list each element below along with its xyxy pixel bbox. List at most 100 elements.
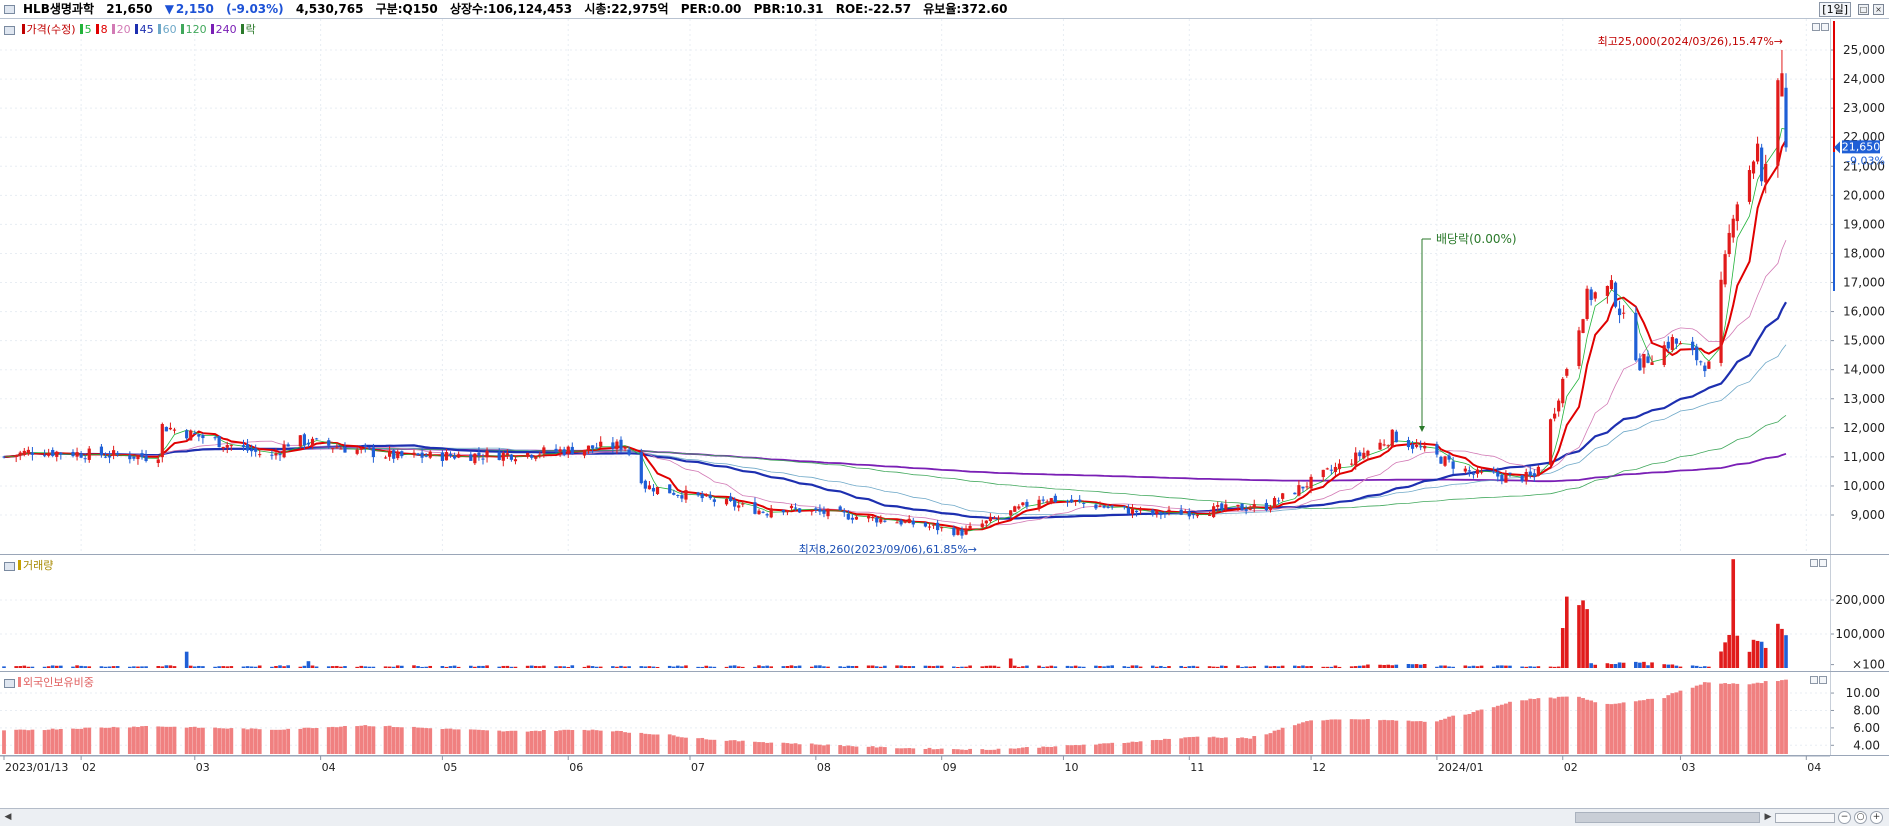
volume-bar [1293, 665, 1297, 668]
foreign-ownership-pane[interactable]: 10.00 8.00 6.00 4.00 외국인보유비중 [0, 672, 1889, 756]
volume-bar [1041, 666, 1045, 668]
volume-pane-buttons[interactable] [1809, 557, 1827, 570]
foreign-ratio-bar [1747, 684, 1752, 754]
candle-body [903, 521, 907, 523]
volume-bar [197, 665, 201, 668]
candle-body [1069, 499, 1074, 503]
period-selector[interactable]: [1일] [1819, 2, 1851, 17]
candle-body [927, 526, 932, 528]
foreign-ratio-bar [192, 726, 197, 754]
candle-body [1276, 500, 1281, 502]
scroll-thumb[interactable] [1575, 812, 1760, 823]
candle-body [258, 454, 262, 456]
zoom-out-icon[interactable]: − [1838, 811, 1851, 824]
volume-bar [136, 666, 140, 668]
candle-body [509, 454, 514, 460]
pane-close-icon[interactable] [1819, 676, 1827, 684]
candle-body [684, 490, 688, 500]
price-pane-buttons[interactable] [1811, 21, 1829, 34]
volume-bar [99, 666, 104, 668]
volume-bar [383, 666, 388, 668]
foreign-ratio-bar [416, 727, 420, 754]
pane-close-icon[interactable] [1821, 23, 1829, 31]
pane-restore-icon[interactable] [1810, 676, 1818, 684]
scroll-right-icon[interactable]: ▶ [1764, 812, 1772, 822]
volume-bar [1703, 666, 1707, 668]
foreign-ratio-bar [1154, 739, 1159, 754]
foreign-ratio-bar [1008, 748, 1013, 754]
foreign-ratio-bar [1025, 747, 1029, 754]
foreign-ratio-bar [245, 729, 250, 754]
foreign-ratio-bar [1646, 698, 1650, 754]
candle-body [1220, 503, 1224, 510]
candle-body [75, 452, 79, 457]
window-menu-icon[interactable] [4, 5, 15, 14]
close-icon[interactable]: × [1873, 4, 1884, 15]
x-axis-label: 12 [1312, 761, 1326, 774]
candle-body [1025, 501, 1029, 507]
candle-body [651, 487, 656, 492]
scroll-left-icon[interactable]: ◀ [4, 812, 12, 822]
foreign-ratio-bar [537, 731, 542, 754]
foreign-ratio-bar [302, 727, 307, 754]
foreign-ratio-bar [1219, 737, 1224, 754]
candle-body [895, 522, 899, 524]
foreign-ratio-bar [927, 747, 932, 754]
volume-bar [1297, 666, 1301, 668]
volume-bar [1565, 596, 1569, 668]
foreign-ratio-bar [1069, 745, 1074, 754]
pane-restore-icon[interactable] [1812, 23, 1820, 31]
foreign-ratio-bar [964, 749, 968, 754]
foreign-ratio-bar [675, 736, 680, 754]
candle-body [1747, 170, 1752, 202]
price-pane[interactable]: 배당락(0.00%) 최고25,000(2024/03/26),15.47%→ 최저… [0, 19, 1889, 555]
pane-menu-icon[interactable] [4, 678, 15, 688]
zoom-slider[interactable] [1775, 813, 1835, 823]
candle-body [310, 438, 315, 447]
volume-bar [54, 665, 59, 668]
foreign-ratio-bar [225, 728, 230, 754]
candle-body [826, 508, 830, 517]
foreign-ratio-bar [935, 749, 940, 754]
candle-body [335, 447, 339, 449]
current-price-pointer [1834, 141, 1840, 154]
x-axis-labels: 2023/01/13 02 03 04 05 06 07 08 09 10 11 12 2024/01 0… [0, 756, 1830, 774]
legend-item-7: 240 [215, 23, 237, 36]
pane-close-icon[interactable] [1819, 559, 1827, 567]
foreign-ratio-bar [992, 749, 997, 754]
candle-body [883, 520, 887, 522]
legend-swatch [21, 24, 25, 34]
volume-pane[interactable]: 200,000 100,000 ×100 거래량 [0, 555, 1889, 672]
volume-bar [1244, 666, 1248, 668]
candle-body [339, 448, 343, 450]
candle-body [1719, 279, 1723, 363]
candle-body [980, 523, 984, 528]
candle-body [1695, 346, 1699, 361]
candle-body [1776, 80, 1780, 166]
zoom-reset-icon[interactable]: ○ [1854, 811, 1867, 824]
foreign-pane-buttons[interactable] [1809, 674, 1827, 687]
candle-body [1102, 505, 1106, 508]
volume-axis-label: 100,000 [1835, 627, 1885, 641]
legend-swatch [95, 24, 99, 34]
pane-menu-icon[interactable] [4, 25, 15, 35]
candle-body [1191, 514, 1195, 516]
candle-body [99, 446, 104, 456]
candle-body [327, 440, 331, 446]
foreign-ratio-bar [1236, 738, 1240, 754]
foreign-ownership-chart: 10.00 8.00 6.00 4.00 [0, 679, 1880, 754]
candle-body [1074, 500, 1078, 502]
foreign-ratio-bar [1094, 744, 1098, 754]
chart-scrollbar[interactable]: ◀ ▶ − ○ + [0, 808, 1889, 826]
foreign-ratio-bar [127, 727, 132, 754]
zoom-in-icon[interactable]: + [1870, 811, 1883, 824]
pane-menu-icon[interactable] [4, 561, 15, 571]
candle-body [875, 517, 879, 523]
maximize-icon[interactable]: □ [1858, 4, 1869, 15]
candle-body [55, 451, 59, 457]
foreign-ratio-bar [797, 744, 802, 754]
volume-bar [172, 666, 177, 668]
volume-bar [1159, 665, 1163, 668]
candle-body [1212, 506, 1216, 518]
pane-restore-icon[interactable] [1810, 559, 1818, 567]
